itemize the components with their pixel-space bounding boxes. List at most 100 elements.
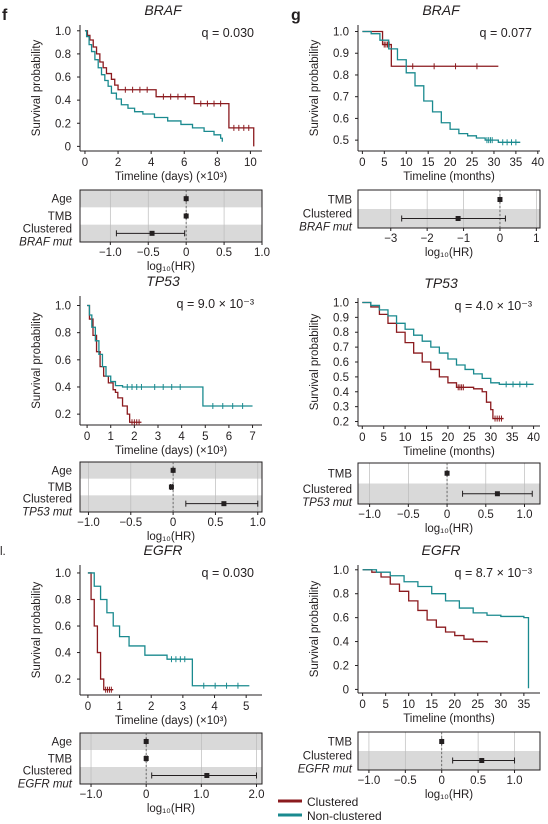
y-tick-label: 0.8 [55,49,71,61]
y-axis-label: Survival probability [309,39,321,136]
forest-x-tick-label: −1.0 [99,247,122,259]
x-tick-label: 4 [178,431,185,443]
forest-x-tick-label: 0 [439,775,445,787]
forest-x-tick-label: −0.5 [394,775,417,787]
km_l_egfr: 0.2 0.4 0.6 0.8 1.0 0 1 2 3 4 5 Timeline (days) (×1… [31,542,262,727]
km-curve-clustered [362,301,504,420]
forest-x-tick-label: 0 [497,233,503,245]
km-curve-clustered [87,572,114,691]
x-tick-label: 0 [359,157,365,169]
x-tick-label: 4 [148,157,155,169]
forest-row-label: TMB [48,754,73,766]
x-axis-label: Timeline (months) [403,713,495,725]
chart-title: BRAF [144,2,183,18]
forest-row-label-gene: EGFR mut [18,779,73,791]
km-curve-nonclustered [362,30,521,143]
x-tick-label: 5 [243,701,249,713]
km-curve-nonclustered [362,569,530,689]
forest-x-tick-label: −0.5 [119,517,142,529]
y-tick-label: 0.2 [333,417,349,429]
forest-x-tick-label: −1.0 [358,775,381,787]
forest-point [168,484,174,490]
y-axis-label: Survival probability [309,580,321,677]
forest-point [170,467,176,473]
y-tick-label: 0.6 [333,357,349,369]
x-tick-label: 10 [399,432,412,444]
x-axis-label: Timeline (days) (×10³) [115,715,228,727]
y-tick-label: 0.4 [333,387,350,399]
x-tick-label: 2 [148,701,154,713]
y-tick-label: 0 [343,684,349,696]
forest-x-tick-label: 0.5 [216,247,232,259]
forest-row-label: TMB [328,737,353,749]
km_f_tp53: 0.2 0.4 0.6 0.8 1.0 0 1 2 3 4 5 6 7 Timeline (days) (… [31,273,262,457]
y-tick-label: 1.0 [55,26,71,38]
km_g_tp53: 0.2 0.3 0.4 0.5 0.6 0.7 0.8 0.9 1.0 0 5 10 15 20 25 30 3… [309,275,540,458]
km-curve-nonclustered [362,301,534,385]
forest-row-label: Clustered [303,751,352,763]
forest-row-label-gene: TP53 mut [302,497,353,509]
x-tick-label: 30 [494,699,507,711]
y-tick-label: 0.8 [333,327,349,339]
y-tick-label: 0.6 [55,621,71,633]
y-axis-label: Survival probability [31,312,43,409]
forest-row-label-gene: EGFR mut [298,764,353,776]
forest-band [358,751,540,770]
x-tick-label: 40 [527,432,540,444]
forest-point [183,196,189,202]
forest-x-tick-label: 1.0 [254,247,270,259]
q-value: q = 8.7 × 10⁻³ [455,566,532,580]
x-tick-label: 20 [442,432,455,444]
x-axis-label: Timeline (months) [403,171,495,183]
q-value: q = 9.0 × 10⁻³ [177,297,254,311]
km-curve-clustered [87,304,142,423]
x-tick-label: 15 [425,699,438,711]
x-tick-label: 3 [180,701,186,713]
forest-point [143,739,149,744]
x-axis-label: Timeline (days) (×10³) [115,171,228,183]
panel-label-g: g [291,7,301,24]
forest-x-tick-label: 2.0 [248,789,264,801]
forest-row-label-gene: BRAF mut [19,236,73,248]
y-tick-label: 1.0 [333,27,349,39]
x-axis-label: Timeline (days) (×10³) [115,445,228,457]
forest-point [143,756,149,761]
y-tick-label: 0.4 [55,95,72,107]
x-tick-label: 0 [84,431,90,443]
forest-row-label: Clustered [303,209,352,221]
forest-row-label: TMB [328,468,353,480]
forest-x-axis-label: log₁₀(HR) [425,247,473,259]
forest-x-tick-label: −0.5 [137,247,160,259]
x-tick-label: 3 [155,431,161,443]
forest-row-label: Clustered [23,223,72,235]
forest-x-tick-label: 1 [533,233,539,245]
forest-x-tick-label: 0.5 [470,775,486,787]
forest-x-axis-label: log₁₀(HR) [147,531,195,543]
y-tick-label: 0.2 [55,409,71,421]
forest-x-tick-label: 0.5 [207,517,223,529]
forest-point [221,501,227,507]
forest-row-label-gene: TP53 mut [22,507,73,519]
forest-x-tick-label: 0 [143,789,149,801]
x-tick-label: 6 [181,157,187,169]
forest-frame [79,732,263,785]
forest-x-tick-label: 0 [183,247,189,259]
x-tick-label: 6 [226,431,232,443]
km-curve-nonclustered [84,30,223,142]
forest-row-label: TMB [328,195,353,207]
x-tick-label: 25 [463,432,476,444]
x-tick-label: 5 [381,157,387,169]
x-tick-label: 4 [211,701,218,713]
chart-title: TP53 [146,273,180,289]
x-tick-label: 35 [506,432,519,444]
y-tick-label: 0.6 [55,72,71,84]
y-tick-label: 1.0 [333,297,349,309]
x-tick-label: 0 [82,157,88,169]
y-tick-label: 0.7 [333,92,349,104]
y-tick-label: 0.3 [333,402,349,414]
